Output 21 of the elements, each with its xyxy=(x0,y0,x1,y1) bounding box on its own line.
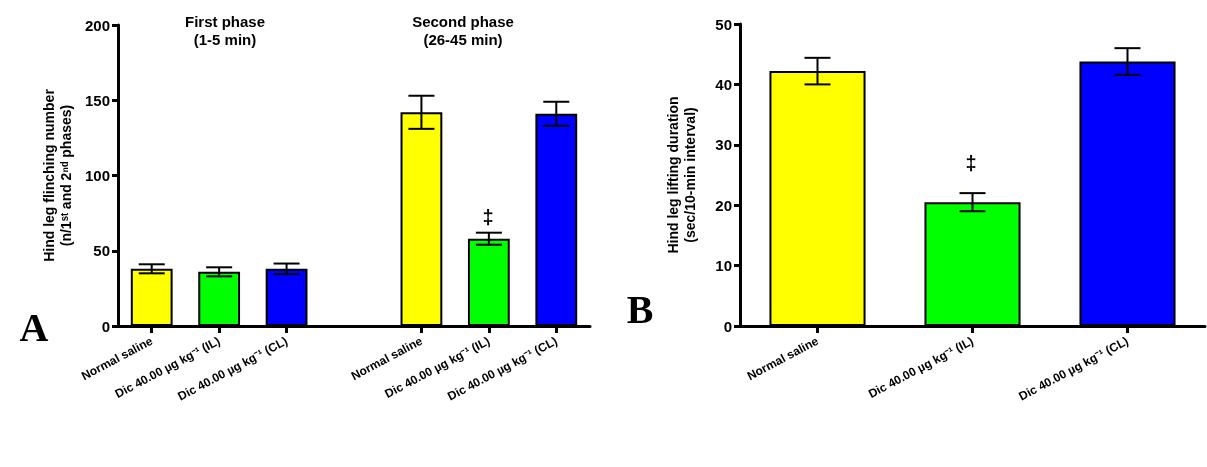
y-tick-label: 100 xyxy=(84,167,110,184)
x-tick-label: Dic 40.00 µg kg⁻¹ (CL) xyxy=(1016,333,1131,404)
y-tick-label: 200 xyxy=(84,16,110,34)
y-tick-label: 40 xyxy=(715,75,732,93)
x-tick-label: Dic 40.00 µg kg⁻¹ (IL) xyxy=(866,333,976,401)
annotation: ‡ xyxy=(965,152,977,174)
y-tick-label: 150 xyxy=(84,91,110,109)
y-tick-label: 0 xyxy=(723,317,732,335)
annotation: First phase (1-5 min) xyxy=(184,12,266,48)
y-tick-label: 10 xyxy=(715,257,732,275)
annotation: ‡ xyxy=(482,206,494,228)
text: B xyxy=(626,286,654,332)
y-tick-label: 50 xyxy=(93,242,110,260)
y-tick-label: 30 xyxy=(715,136,732,154)
y-axis-title: Hind leg flinching number (n/1ˢᵗ and 2ⁿᵈ phases) xyxy=(40,88,74,262)
y-tick-label: 50 xyxy=(715,15,732,33)
annotation: Second phase (26-45 min) xyxy=(412,12,514,48)
y-axis-title: Hind leg lifting duration (sec/10-min interval) xyxy=(664,96,698,254)
y-tick-label: 0 xyxy=(101,317,110,335)
y-tick-label: 20 xyxy=(715,196,732,214)
text: A xyxy=(19,304,49,350)
